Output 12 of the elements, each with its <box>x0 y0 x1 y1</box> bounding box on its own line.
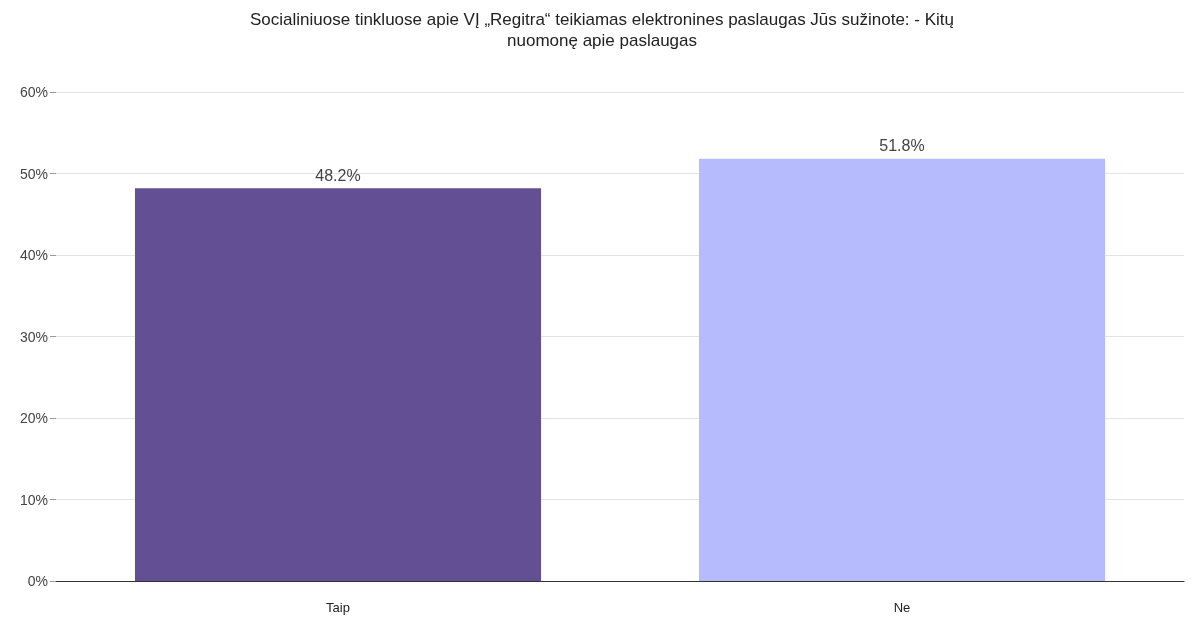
y-tick-label: 50% <box>19 165 48 182</box>
chart-title: Socialiniuose tinkluose apie VĮ „Regitra“ teikiamas elektronines paslaugas Jūs sužinote: - Kitų nuomonę apie paslaugas <box>250 10 954 50</box>
y-tick-label: 20% <box>19 410 48 426</box>
x-tick-label: Taip <box>326 600 350 615</box>
x-tick-label: Ne <box>893 600 911 615</box>
y-tick-label: 60% <box>19 84 48 100</box>
y-tick-label: 40% <box>19 247 48 263</box>
y-tick-label: 30% <box>19 328 48 345</box>
y-tick-label: 10% <box>19 491 48 508</box>
data-label: 48.2% <box>315 166 361 184</box>
data-label: 51.8% <box>879 137 925 155</box>
y-tick-label: 0% <box>27 573 48 589</box>
